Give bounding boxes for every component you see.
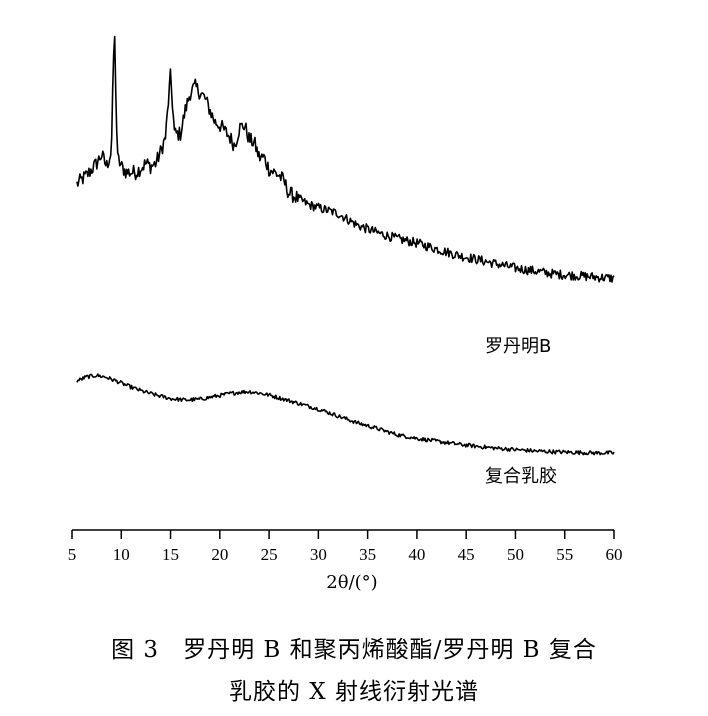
x-tick-label-30: 30 [310, 545, 327, 564]
x-tick-label-45: 45 [458, 545, 475, 564]
x-tick-label-5: 5 [68, 545, 77, 564]
x-axis-ticks: 5 10 15 20 25 30 35 40 45 50 55 60 [68, 530, 623, 564]
figure-caption-line-2: 乳胶的 X 射线衍射光谱 [229, 679, 479, 705]
series-layer [76, 35, 615, 456]
x-tick-label-15: 15 [162, 545, 179, 564]
x-tick-label-35: 35 [359, 545, 376, 564]
x-tick-label-50: 50 [507, 545, 524, 564]
x-tick-label-60: 60 [606, 545, 623, 564]
series-line-1 [76, 373, 615, 456]
x-tick-label-25: 25 [261, 545, 278, 564]
x-tick-label-20: 20 [211, 545, 228, 564]
x-tick-label-10: 10 [113, 545, 130, 564]
series-label-composite-latex: 复合乳胶 [485, 466, 557, 487]
x-tick-label-55: 55 [556, 545, 573, 564]
figure-caption-line-1: 图 3 罗丹明 B 和聚丙烯酸酯/罗丹明 B 复合 [111, 637, 597, 663]
series-label-rhodamine-b: 罗丹明B [485, 336, 551, 357]
x-tick-label-40: 40 [408, 545, 425, 564]
xrd-chart: 罗丹明B 复合乳胶 5 10 15 20 25 30 35 40 45 50 55 60 2θ/(°) [68, 35, 623, 593]
x-axis-label: 2θ/(°) [326, 572, 377, 593]
series-line-0 [76, 35, 615, 283]
